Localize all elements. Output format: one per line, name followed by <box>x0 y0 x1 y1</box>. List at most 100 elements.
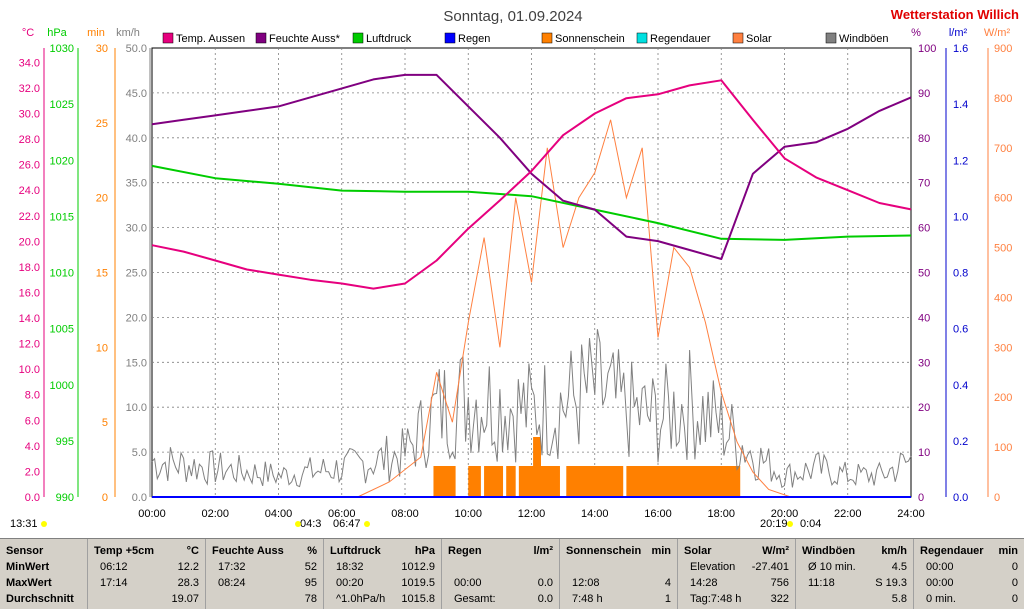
tick-kmh_ticks-9: 45.0 <box>126 88 147 100</box>
tick-solar_ticks-7: 700 <box>994 143 1012 155</box>
stats-avg-label: Durchschnitt <box>6 593 74 605</box>
tick-rain_ticks-0: 0.0 <box>953 492 968 504</box>
stats-solar-time-1: 14:28 <box>690 577 718 589</box>
tick-time-3: 06:00 <box>328 508 356 520</box>
tick-rain_ticks-2: 0.4 <box>953 380 968 392</box>
tick-time-7: 14:00 <box>581 508 609 520</box>
legend-label-3: Regen <box>458 33 490 45</box>
marker-label-4: 0:04 <box>800 518 821 530</box>
tick-temp_ticks-2: 4.0 <box>25 441 40 453</box>
tick-time-8: 16:00 <box>644 508 672 520</box>
stats-solar-unit: W/m² <box>762 545 789 557</box>
tick-min_ticks-3: 15 <box>96 268 108 280</box>
tick-pct_ticks-7: 70 <box>918 178 930 190</box>
stats-regen-unit: l/m² <box>533 545 553 557</box>
tick-kmh_ticks-8: 40.0 <box>126 133 147 145</box>
tick-solar_ticks-5: 500 <box>994 243 1012 255</box>
sunshine-bar-5 <box>566 466 624 497</box>
stats-panel-regen: Regen l/m² 00:00 0.0 Gesamt: 0.0 <box>442 539 560 609</box>
tick-pct_ticks-5: 50 <box>918 268 930 280</box>
stats-sonnenschein-unit: min <box>651 545 671 557</box>
series-feuchte <box>151 73 912 260</box>
legend-swatch-4 <box>541 32 553 44</box>
tick-temp_ticks-11: 22.0 <box>19 211 40 223</box>
unit-hpa: hPa <box>47 27 67 39</box>
tick-hpa_ticks-8: 1030 <box>50 43 74 55</box>
tick-rain_ticks-4: 0.8 <box>953 268 968 280</box>
tick-pct_ticks-8: 80 <box>918 133 930 145</box>
stats-regendauer-value-0: 0 <box>1011 561 1018 573</box>
tick-pct_ticks-3: 30 <box>918 357 930 369</box>
stats-luftdruck-time-0: 18:32 <box>336 561 364 573</box>
tick-solar_ticks-6: 600 <box>994 193 1012 205</box>
tick-kmh_ticks-7: 35.0 <box>126 178 147 190</box>
sunshine-bar-6 <box>626 466 741 497</box>
tick-pct_ticks-4: 40 <box>918 312 930 324</box>
tick-kmh_ticks-0: 0.0 <box>132 492 147 504</box>
tick-rain_ticks-6: 1.2 <box>953 155 968 167</box>
stats-panel-temp: Temp +5cm °C 06:12 12.2 17:14 28.3 19.07 <box>88 539 206 609</box>
legend-swatch-3 <box>444 32 456 44</box>
weather-chart: Sonntag, 01.09.2024 Wetterstation Willich… <box>10 7 1020 530</box>
tick-rain_ticks-1: 0.2 <box>953 436 968 448</box>
stats-luftdruck-unit: hPa <box>414 545 435 557</box>
stats-luftdruck-value-0: 1012.9 <box>401 561 435 573</box>
tick-temp_ticks-8: 16.0 <box>19 287 40 299</box>
legend-label-0: Temp. Aussen <box>176 33 245 45</box>
tick-kmh_ticks-1: 5.0 <box>132 447 147 459</box>
stats-sonnenschein-time-2: 7:48 h <box>572 593 603 605</box>
stats-sonnenschein-header: Sonnenschein <box>566 545 642 557</box>
tick-time-1: 02:00 <box>201 508 229 520</box>
legend-swatch-0 <box>162 32 174 44</box>
stats-regen-header: Regen <box>448 545 482 557</box>
tick-kmh_ticks-6: 30.0 <box>126 223 147 235</box>
tick-time-9: 18:00 <box>707 508 735 520</box>
tick-kmh_ticks-2: 10.0 <box>126 402 147 414</box>
tick-kmh_ticks-10: 50.0 <box>126 43 147 55</box>
tick-rain_ticks-8: 1.6 <box>953 43 968 55</box>
tick-temp_ticks-1: 2.0 <box>25 466 40 478</box>
legend-swatch-5 <box>636 32 648 44</box>
tick-kmh_ticks-4: 20.0 <box>126 312 147 324</box>
stats-feuchte-time-0: 17:32 <box>218 561 246 573</box>
stats-solar-header: Solar <box>684 545 712 557</box>
series-temp <box>151 79 912 290</box>
stats-regendauer-unit: min <box>998 545 1018 557</box>
stats-sensor-header: Sensor <box>6 545 44 557</box>
tick-pct_ticks-1: 10 <box>918 447 930 459</box>
station-name: Wetterstation Willich <box>891 7 1019 22</box>
stats-sonnenschein-value-2: 1 <box>664 593 671 605</box>
unit-rain: l/m² <box>949 27 968 39</box>
tick-hpa_ticks-3: 1005 <box>50 324 74 336</box>
tick-rain_ticks-3: 0.6 <box>953 324 968 336</box>
stats-temp-time-0: 06:12 <box>100 561 128 573</box>
stats-panel-sensor: Sensor MinWert MaxWert Durchschnitt <box>0 539 88 609</box>
unit-solar: W/m² <box>984 27 1011 39</box>
stats-temp-header: Temp +5cm <box>94 545 155 557</box>
tick-time-0: 00:00 <box>138 508 166 520</box>
tick-hpa_ticks-0: 990 <box>56 492 74 504</box>
tick-min_ticks-6: 30 <box>96 43 108 55</box>
tick-hpa_ticks-5: 1015 <box>50 211 74 223</box>
stats-windboeen-value-2: 5.8 <box>891 593 907 605</box>
tick-hpa_ticks-7: 1025 <box>50 99 74 111</box>
stats-regen-value-1: 0.0 <box>537 577 553 589</box>
series-luftdruck <box>151 164 912 241</box>
stats-regendauer-time-1: 00:00 <box>926 577 954 589</box>
legend-label-2: Luftdruck <box>366 33 412 45</box>
unit-min: min <box>87 27 105 39</box>
stats-regen-time-1: 00:00 <box>454 577 482 589</box>
tick-hpa_ticks-2: 1000 <box>50 380 74 392</box>
legend-swatch-6 <box>732 32 744 44</box>
tick-temp_ticks-9: 18.0 <box>19 262 40 274</box>
tick-pct_ticks-10: 100 <box>918 43 936 55</box>
stats-regen-value-2: 0.0 <box>537 593 553 605</box>
legend-swatch-1 <box>255 32 267 44</box>
stats-temp-value-1: 28.3 <box>177 577 199 589</box>
stats-feuchte-time-1: 08:24 <box>218 577 246 589</box>
stats-temp-time-1: 17:14 <box>100 577 128 589</box>
stats-feuchte-value-1: 95 <box>304 577 317 589</box>
chart-title: Sonntag, 01.09.2024 <box>443 8 582 25</box>
stats-max-label: MaxWert <box>6 577 52 589</box>
tick-temp_ticks-6: 12.0 <box>19 339 40 351</box>
